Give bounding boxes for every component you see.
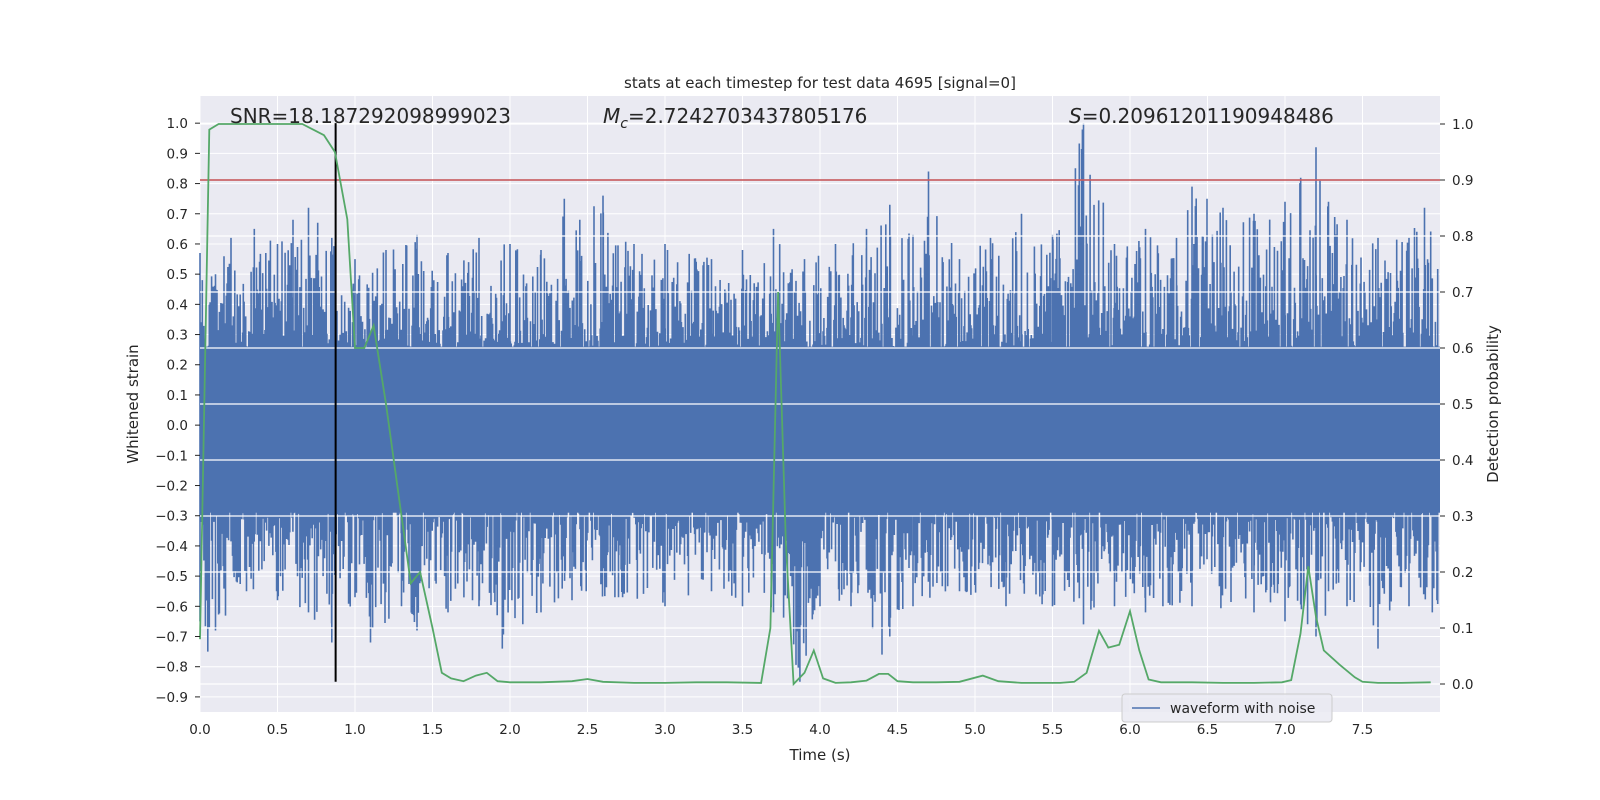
- legend-box: [1121, 693, 1333, 723]
- y2-tick-label: 0.1: [1452, 621, 1473, 637]
- x-tick-label: 6.0: [1119, 722, 1140, 738]
- waveform-core: [200, 346, 1440, 513]
- x-tick-label: 2.5: [577, 722, 598, 738]
- chirp-mass-annotation: Mc=2.7242703437805176: [603, 104, 867, 132]
- y2-tick-label: 0.0: [1452, 677, 1473, 693]
- y-tick-label: 0.6: [167, 237, 188, 253]
- y-tick-label: −0.1: [155, 448, 188, 464]
- x-tick-label: 7.5: [1352, 722, 1373, 738]
- x-tick-label: 0.5: [267, 722, 288, 738]
- y-tick-label: 1.0: [167, 116, 188, 132]
- x-tick-label: 1.0: [344, 722, 365, 738]
- y2-tick-label: 0.6: [1452, 341, 1473, 357]
- y-tick-label: −0.2: [155, 479, 188, 495]
- x-tick-label: 1.5: [422, 722, 443, 738]
- y-tick-label: −0.5: [155, 569, 188, 585]
- y-tick-label: −0.7: [155, 630, 188, 646]
- x-tick-label: 2.0: [499, 722, 520, 738]
- x-axis-label: Time (s): [789, 746, 851, 764]
- y-tick-label: −0.6: [155, 599, 188, 615]
- waveform-series: [199, 123, 1440, 682]
- y-tick-label: −0.4: [155, 539, 188, 555]
- y2-tick-label: 0.7: [1452, 285, 1473, 301]
- x-tick-label: 4.5: [887, 722, 908, 738]
- legend: waveform with noise: [1121, 693, 1333, 723]
- y-tick-label: 0.2: [167, 358, 188, 374]
- chirp-mass-symbol: M: [603, 104, 620, 128]
- y2-tick-label: 1.0: [1452, 117, 1473, 133]
- y-tick-label: −0.9: [155, 690, 188, 706]
- y-tick-label: 0.8: [167, 177, 188, 193]
- s-value: =0.20961201190948486: [1082, 104, 1334, 128]
- y-tick-label: 0.1: [167, 388, 188, 404]
- y2-tick-label: 0.2: [1452, 565, 1473, 581]
- x-axis-ticks: 0.0 0.5 1.0 1.5 2.0 2.5 3.0 3.5 4.0 4.5 5.0 5.5 6.0 6…: [189, 722, 1373, 738]
- y-tick-label: 0.4: [167, 297, 188, 313]
- x-tick-label: 3.5: [732, 722, 753, 738]
- y-tick-label: −0.3: [155, 509, 188, 525]
- chirp-mass-value: =2.7242703437805176: [628, 104, 867, 128]
- x-tick-label: 4.0: [809, 722, 830, 738]
- y-tick-label: 0.5: [167, 267, 188, 283]
- y2-axis-ticks: 1.0 0.9 0.8 0.7 0.6 0.5 0.4 0.3 0.2 0.1 0.0: [1440, 117, 1473, 693]
- x-tick-label: 5.5: [1042, 722, 1063, 738]
- y2-tick-label: 0.9: [1452, 173, 1473, 189]
- x-tick-label: 3.0: [654, 722, 675, 738]
- x-tick-label: 0.0: [189, 722, 210, 738]
- snr-annotation: SNR=18.187292098999023: [230, 104, 511, 128]
- y-axis-ticks: 1.0 0.9 0.8 0.7 0.6 0.5 0.4 0.3 0.2 0.1 0.0 −0.1 −0.…: [155, 116, 200, 706]
- y-tick-label: 0.9: [167, 146, 188, 162]
- y2-axis-label: Detection probability: [1484, 325, 1502, 483]
- chart-title: stats at each timestep for test data 469…: [624, 74, 1016, 92]
- y-axis-label: Whitened strain: [124, 344, 142, 463]
- x-tick-label: 5.0: [964, 722, 985, 738]
- y-tick-label: 0.7: [167, 207, 188, 223]
- y-tick-label: 0.3: [167, 328, 188, 344]
- x-tick-label: 6.5: [1197, 722, 1218, 738]
- probability-series: [199, 123, 1431, 687]
- reference-lines: [200, 123, 1440, 685]
- y-tick-label: 0.0: [167, 418, 188, 434]
- x-tick-label: 7.0: [1274, 722, 1295, 738]
- legend-label: waveform with noise: [1170, 701, 1315, 717]
- y-tick-label: −0.8: [155, 660, 188, 676]
- probability-line: [199, 123, 1431, 687]
- chirp-mass-subscript: c: [620, 116, 628, 132]
- y2-tick-label: 0.8: [1452, 229, 1473, 245]
- y2-tick-label: 0.5: [1452, 397, 1473, 413]
- y2-tick-label: 0.4: [1452, 453, 1473, 469]
- y2-tick-label: 0.3: [1452, 509, 1473, 525]
- s-symbol: S: [1069, 104, 1082, 128]
- s-annotation: S=0.20961201190948486: [1069, 104, 1334, 128]
